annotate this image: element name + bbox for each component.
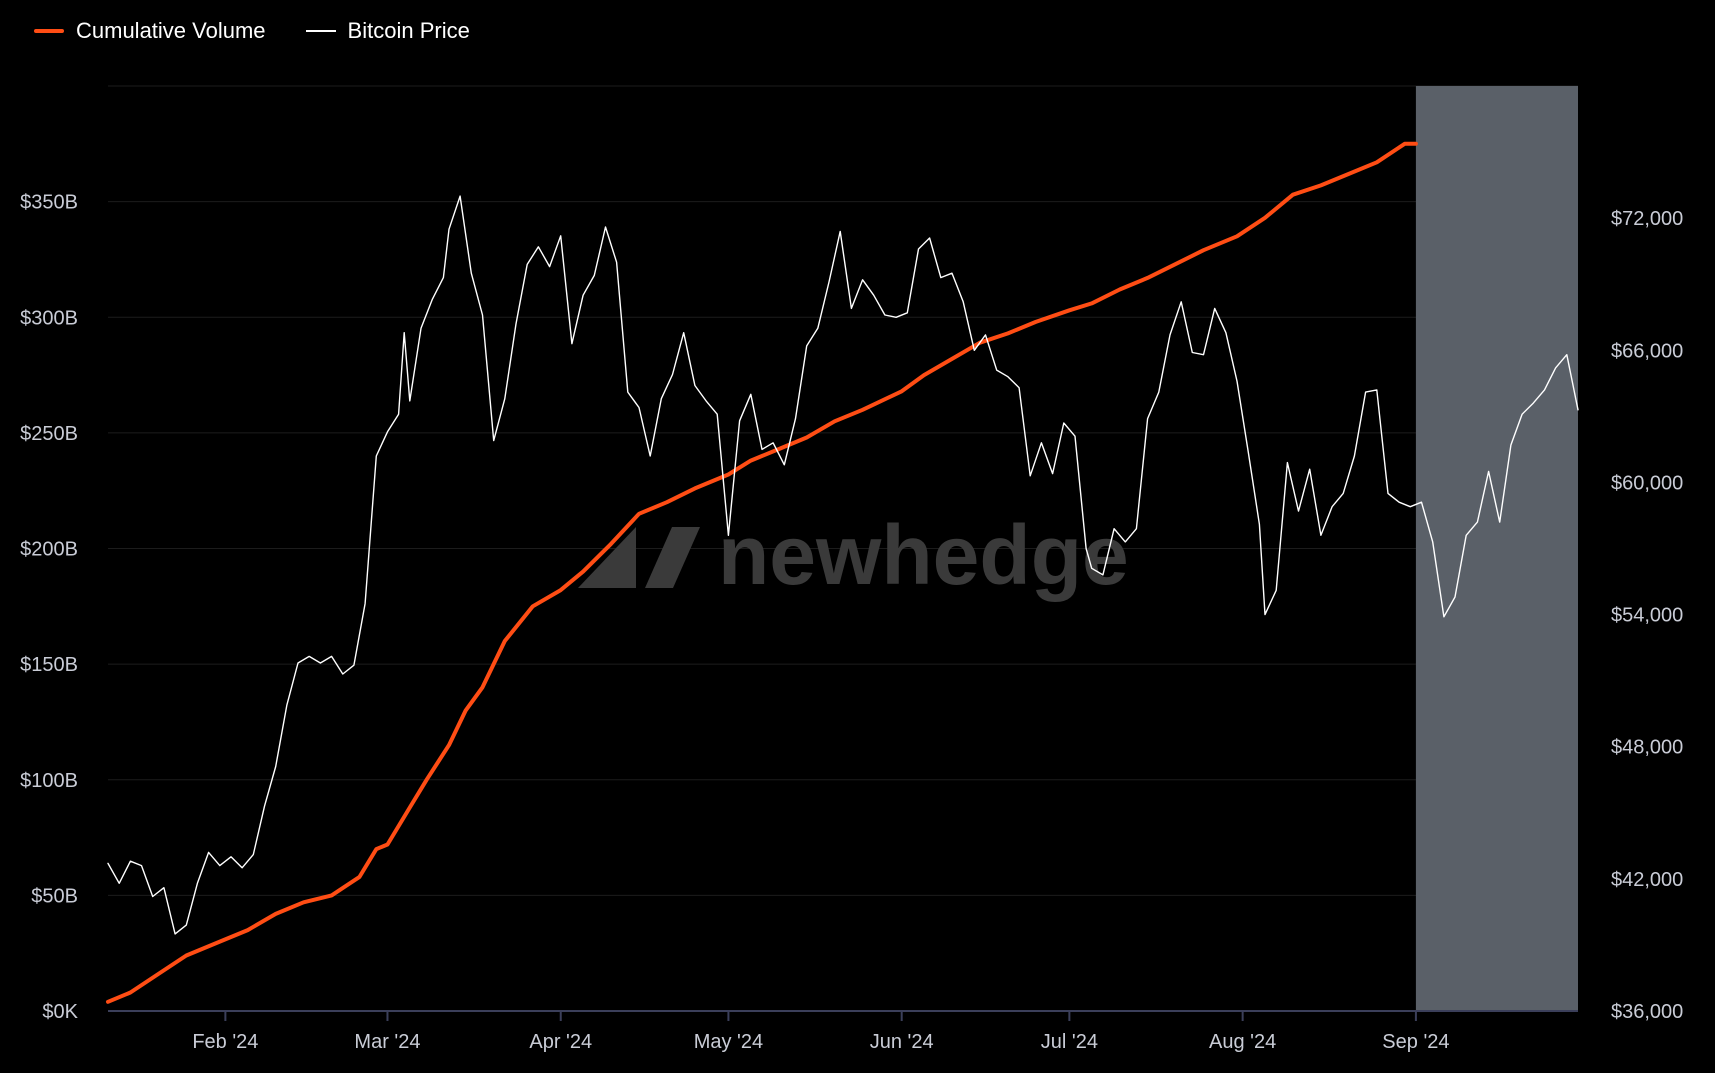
legend-swatch-price bbox=[305, 30, 336, 32]
legend-label-price: Bitcoin Price bbox=[347, 18, 470, 43]
gridlines bbox=[108, 85, 1578, 896]
y-right-tick-label: $72,000 bbox=[1611, 208, 1683, 230]
watermark: newhedge bbox=[578, 508, 1129, 602]
x-tick-label: Jun '24 bbox=[870, 1031, 934, 1053]
x-tick-label: Feb '24 bbox=[192, 1031, 258, 1053]
legend-item-bitcoin-price[interactable]: Bitcoin Price bbox=[305, 18, 470, 44]
legend-swatch-volume bbox=[34, 29, 64, 33]
y-right-tick-label: $54,000 bbox=[1611, 605, 1683, 627]
y-left-tick-label: $200B bbox=[20, 539, 78, 561]
y-right-tick-label: $42,000 bbox=[1611, 869, 1683, 891]
axes bbox=[108, 1010, 1578, 1021]
tick-labels: Feb '24 Mar '24 Apr '24 May '24 Jun '24 Jul '… bbox=[20, 192, 1683, 1053]
bitcoin-price-line bbox=[107, 195, 1579, 935]
legend-item-cumulative-volume[interactable]: Cumulative Volume bbox=[34, 18, 266, 44]
x-tick-label: Jul '24 bbox=[1041, 1031, 1098, 1053]
y-right-tick-label: $36,000 bbox=[1611, 1001, 1683, 1023]
x-tick-label: Apr '24 bbox=[529, 1031, 592, 1053]
legend-label-volume: Cumulative Volume bbox=[76, 18, 266, 43]
y-right-tick-label: $66,000 bbox=[1611, 340, 1683, 362]
y-left-tick-label: $350B bbox=[20, 192, 78, 214]
y-right-tick-label: $60,000 bbox=[1611, 472, 1683, 494]
newhedge-logo-icon-part bbox=[645, 527, 700, 588]
newhedge-logo-icon bbox=[578, 527, 636, 588]
y-left-tick-label: $50B bbox=[31, 885, 78, 907]
x-tick-label: Aug '24 bbox=[1209, 1031, 1276, 1053]
series bbox=[106, 141, 1579, 1004]
y-left-tick-label: $150B bbox=[20, 654, 78, 676]
chart-legend: Cumulative Volume Bitcoin Price bbox=[34, 18, 470, 44]
x-tick-label: Sep '24 bbox=[1382, 1031, 1449, 1053]
y-left-tick-label: $100B bbox=[20, 770, 78, 792]
x-tick-label: Mar '24 bbox=[354, 1031, 420, 1053]
y-left-tick-label: $0K bbox=[42, 1001, 78, 1023]
x-tick-label: May '24 bbox=[694, 1031, 763, 1053]
y-right-tick-label: $48,000 bbox=[1611, 737, 1683, 759]
cumulative-volume-line bbox=[106, 141, 1418, 1004]
watermark-text: newhedge bbox=[718, 508, 1129, 602]
y-left-tick-label: $300B bbox=[20, 307, 78, 329]
y-left-tick-label: $250B bbox=[20, 423, 78, 445]
highlighted-region bbox=[1415, 86, 1578, 1011]
